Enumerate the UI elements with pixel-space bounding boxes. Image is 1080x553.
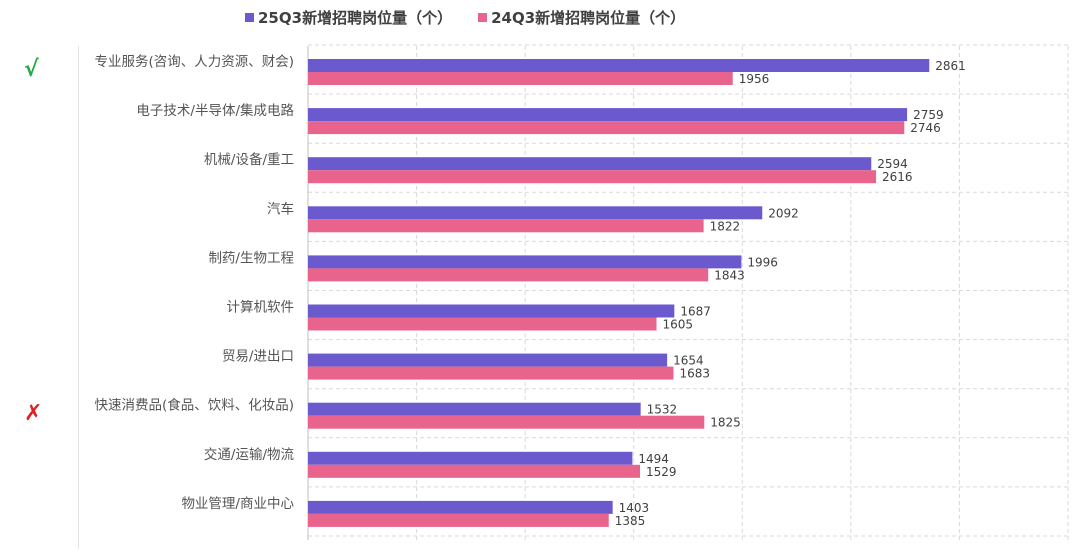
bar-25q3 [308,59,930,72]
bar-25q3 [308,353,668,367]
bar-25q3 [308,255,742,269]
category-label: 物业管理/商业中心 [181,496,294,512]
cross-mark-icon: ✗ [24,400,43,426]
category-label: 汽车 [267,200,294,217]
bar-value-label: 1996 [747,255,778,269]
bar-25q3 [308,157,872,171]
bar-25q3 [308,304,675,318]
bar-24q3 [308,415,705,429]
bar-value-label: 2759 [913,108,944,122]
bar-value-label: 1956 [739,72,770,86]
legend-label-24q3: 24Q3新增招聘岗位量（个） [491,8,686,27]
bar-24q3 [308,366,674,380]
bar-value-label: 1822 [710,219,741,233]
category-label: 快速消费品(食品、饮料、化妆品) [94,397,294,414]
category-label: 制药/生物工程 [208,250,294,266]
bar-value-label: 1687 [680,305,711,319]
bar-value-label: 1605 [663,318,694,332]
category-label: 机械/设备/重工 [204,151,294,168]
bar-value-label: 2746 [910,121,941,135]
bar-value-label: 2861 [935,59,966,73]
bar-value-label: 1385 [615,514,646,528]
bar-value-label: 1843 [714,268,745,282]
bar-value-label: 1529 [646,465,677,479]
legend-swatch-24q3 [478,12,488,22]
bar-25q3 [308,206,763,220]
bar-value-label: 1403 [619,501,650,515]
bar-value-label: 2594 [877,157,908,171]
bar-25q3 [308,402,641,416]
bar-24q3 [308,513,609,527]
chart-legend: 25Q3新增招聘岗位量（个） 24Q3新增招聘岗位量（个） [245,6,685,28]
bar-24q3 [308,464,641,478]
bar-24q3 [308,170,877,184]
bar-value-label: 2616 [882,170,913,184]
bar-24q3 [308,317,657,331]
bar-value-label: 1825 [710,416,741,430]
legend-swatch-25q3 [245,12,254,22]
bar-value-label: 2092 [768,206,799,220]
chart-frame [78,46,1069,549]
legend-item-24q3[interactable]: 24Q3新增招聘岗位量（个） [478,7,685,28]
bar-24q3 [308,72,733,85]
bar-value-label: 1532 [647,403,678,417]
bar-25q3 [308,451,633,465]
bar-24q3 [308,121,905,135]
legend-item-25q3[interactable]: 25Q3新增招聘岗位量（个） [245,7,452,28]
check-mark-icon: √ [24,57,39,82]
bar-25q3 [308,500,613,514]
category-label: 贸易/进出口 [222,349,294,365]
bar-25q3 [308,108,908,122]
bar-value-label: 1654 [673,354,704,368]
category-label: 专业服务(咨询、人力资源、财会) [94,54,294,70]
bar-value-label: 1683 [679,367,710,381]
category-label: 电子技术/半导体/集成电路 [136,103,294,119]
bar-24q3 [308,268,709,282]
category-label: 计算机软件 [227,300,295,316]
bar-24q3 [308,219,704,233]
legend-label-25q3: 25Q3新增招聘岗位量（个） [258,8,453,27]
category-label: 交通/运输/物流 [204,446,295,463]
bar-value-label: 1494 [638,452,669,466]
